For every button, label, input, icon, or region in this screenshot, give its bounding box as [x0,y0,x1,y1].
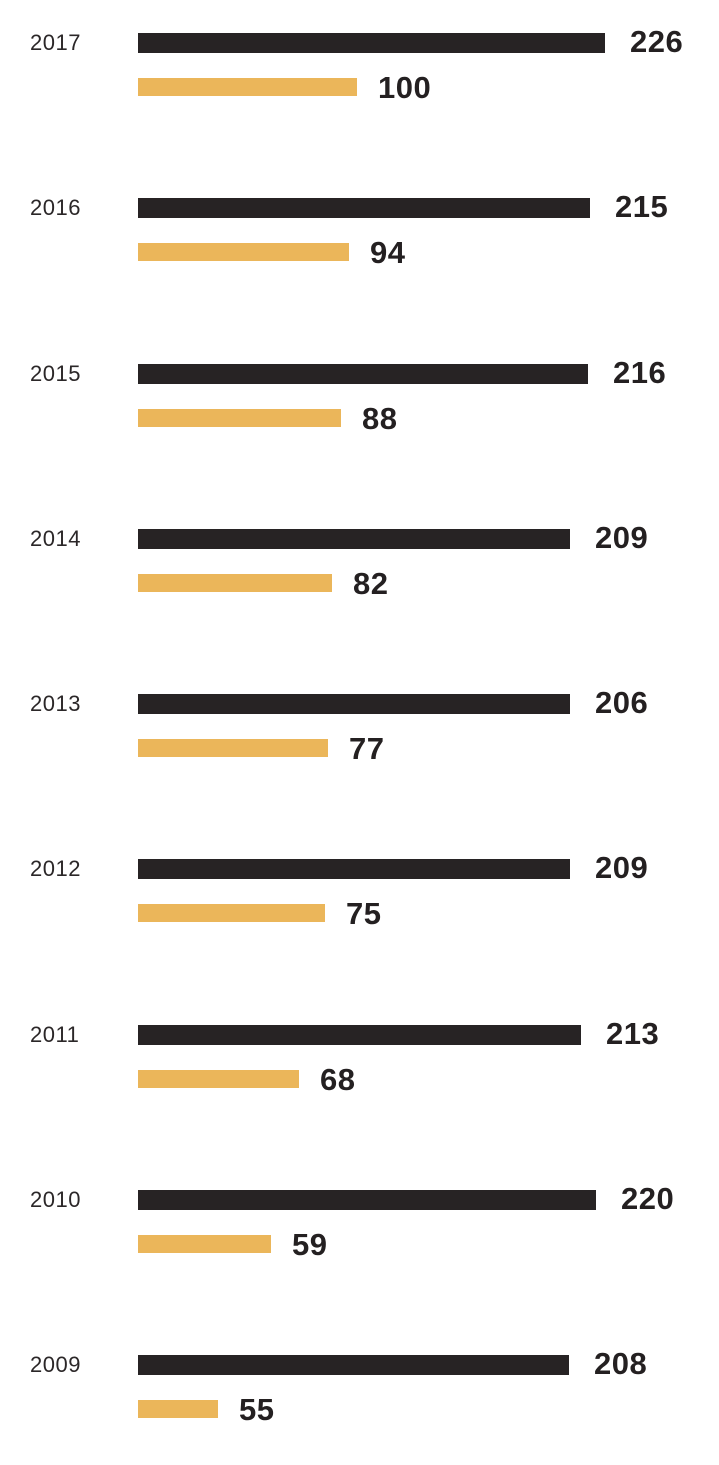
chart-row-2009: 2009 208 55 [0,1348,719,1465]
dark-bar-value-label: 220 [621,1181,675,1216]
dark-bar [138,529,570,549]
dark-bar-value-label: 226 [630,24,684,59]
dark-bar [138,33,605,53]
gold-bar-value-label: 59 [292,1227,328,1262]
gold-bar [138,1070,299,1088]
dark-bar [138,694,570,714]
year-label: 2011 [30,1022,80,1047]
dark-bar-value-label: 209 [595,850,649,885]
year-label: 2012 [30,856,81,881]
gold-bar [138,1235,271,1253]
dark-bar-value-label: 215 [615,189,669,224]
chart-row-2015: 2015 216 88 [0,357,719,474]
chart-row-2010: 2010 220 59 [0,1183,719,1300]
gold-bar [138,1400,218,1418]
dark-bar-value-label: 216 [613,355,667,390]
dark-bar [138,364,588,384]
year-label: 2013 [30,691,81,716]
gold-bar-value-label: 75 [346,896,382,931]
dark-bar [138,1355,569,1375]
gold-bar [138,574,332,592]
gold-bar [138,904,325,922]
gold-bar [138,409,341,427]
chart-row-2014: 2014 209 82 [0,522,719,639]
gold-bar-value-label: 94 [370,235,406,270]
year-label: 2015 [30,361,81,386]
gold-bar [138,78,357,96]
year-label: 2014 [30,526,81,551]
dark-bar [138,198,590,218]
year-label: 2017 [30,30,81,55]
chart-row-2016: 2016 215 94 [0,191,719,308]
dark-bar-value-label: 213 [606,1016,660,1051]
gold-bar-value-label: 68 [320,1062,356,1097]
dark-bar-value-label: 208 [594,1346,648,1381]
year-label: 2016 [30,195,81,220]
chart-row-2012: 2012 209 75 [0,852,719,969]
gold-bar-value-label: 88 [362,401,398,436]
gold-bar-value-label: 82 [353,566,389,601]
gold-bar [138,739,328,757]
dark-bar [138,1190,596,1210]
gold-bar-value-label: 77 [349,731,385,766]
dark-bar [138,1025,581,1045]
year-label: 2010 [30,1187,81,1212]
dark-bar-value-label: 206 [595,685,649,720]
gold-bar-value-label: 100 [378,70,432,105]
year-label: 2009 [30,1352,81,1377]
chart-row-2017: 2017 226 100 [0,26,719,143]
dark-bar-value-label: 209 [595,520,649,555]
chart-row-2013: 2013 206 77 [0,687,719,804]
chart-row-2011: 2011 213 68 [0,1018,719,1135]
gold-bar [138,243,349,261]
dark-bar [138,859,570,879]
gold-bar-value-label: 55 [239,1392,275,1427]
